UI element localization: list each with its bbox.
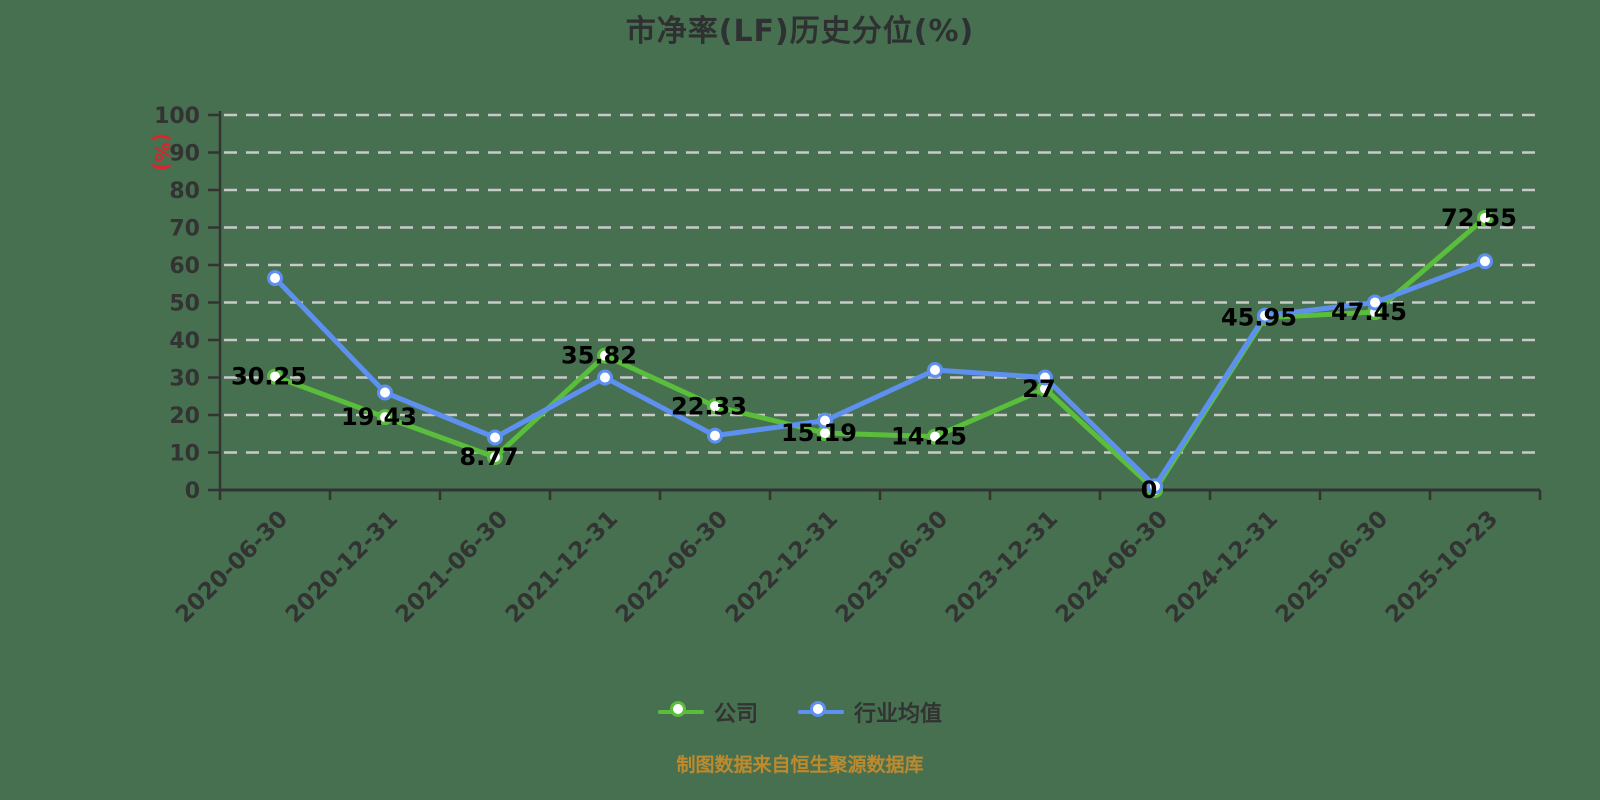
y-tick-label: 30 bbox=[169, 367, 200, 392]
company-data-point[interactable] bbox=[597, 347, 613, 364]
industry-legend-dot bbox=[810, 701, 826, 717]
company-data-point[interactable] bbox=[377, 409, 393, 426]
industry-data-point[interactable] bbox=[707, 427, 723, 444]
chart-title: 市净率(LF)历史分位(%) bbox=[625, 14, 975, 49]
company-value-label: 72.55 bbox=[1441, 204, 1517, 232]
company-legend-label: 公司 bbox=[713, 702, 758, 727]
company-value-label: 8.77 bbox=[459, 443, 518, 471]
industry-data-point[interactable] bbox=[1477, 253, 1493, 270]
data-source-note: 制图数据来自恒生聚源数据库 bbox=[676, 754, 924, 776]
x-tick-label: 2024-06-30 bbox=[1051, 506, 1173, 628]
x-tick-label: 2022-12-31 bbox=[721, 506, 843, 628]
industry-data-point[interactable] bbox=[1147, 478, 1163, 495]
company-data-point[interactable] bbox=[707, 398, 723, 415]
line-chart-canvas: 0 10 20 30 40 50 60 70 80 90 100 (%) 2020-06-302020-… bbox=[150, 104, 1542, 628]
x-tick-label: 2023-06-30 bbox=[831, 506, 953, 628]
y-tick-label: 0 bbox=[185, 479, 200, 504]
y-tick-label: 40 bbox=[169, 329, 200, 354]
x-tick-label: 2024-12-31 bbox=[1161, 506, 1283, 628]
company-data-point[interactable] bbox=[1477, 209, 1493, 226]
industry-data-point[interactable] bbox=[597, 369, 613, 386]
industry-data-point[interactable] bbox=[487, 429, 503, 446]
x-tick-label: 2021-12-31 bbox=[501, 506, 623, 628]
y-axis-unit-label: (%) bbox=[150, 133, 174, 171]
y-tick-label: 10 bbox=[169, 442, 200, 467]
industry-data-point[interactable] bbox=[927, 362, 943, 378]
industry-data-point[interactable] bbox=[1257, 307, 1273, 324]
x-tick-label: 2022-06-30 bbox=[611, 506, 733, 628]
industry-data-point[interactable] bbox=[377, 384, 393, 401]
company-value-label: 19.43 bbox=[341, 403, 417, 431]
x-tick-label: 2021-06-30 bbox=[391, 506, 513, 628]
company-value-label: 15.19 bbox=[781, 419, 857, 447]
company-data-point[interactable] bbox=[927, 428, 943, 445]
industry-data-point[interactable] bbox=[267, 270, 283, 287]
y-tick-label: 70 bbox=[169, 217, 200, 242]
company-value-label: 27 bbox=[1022, 375, 1055, 403]
gridlines bbox=[224, 113, 1540, 454]
x-tick-label: 2020-06-30 bbox=[171, 506, 293, 628]
y-tick-label: 20 bbox=[169, 404, 200, 429]
company-value-label: 35.82 bbox=[561, 342, 637, 370]
industry-legend-label: 行业均值 bbox=[854, 702, 943, 727]
industry-legend-marker-icon bbox=[798, 701, 844, 723]
x-tick-label: 2020-12-31 bbox=[281, 506, 403, 628]
y-tick-label: 60 bbox=[169, 254, 200, 279]
industry-data-point[interactable] bbox=[1037, 369, 1053, 386]
industry-series-line bbox=[272, 258, 1488, 489]
y-tick-label: 50 bbox=[169, 292, 200, 317]
industry-data-point[interactable] bbox=[1367, 294, 1383, 311]
legend-item-company[interactable]: 公司 bbox=[657, 696, 758, 728]
x-tick-label: 2023-12-31 bbox=[941, 506, 1063, 628]
company-value-label: 22.33 bbox=[671, 392, 747, 420]
company-data-point[interactable] bbox=[487, 449, 503, 466]
y-tick-label: 80 bbox=[169, 179, 200, 204]
y-tick-label: 100 bbox=[154, 104, 200, 129]
x-tick-label: 2025-10-23 bbox=[1381, 506, 1503, 628]
company-value-labels: 30.25 19.43 8.77 35.82 22.33 15.19 14.25 27 0 45.… bbox=[231, 204, 1517, 504]
company-legend-dot bbox=[669, 701, 686, 717]
legend: 公司 行业均值 bbox=[0, 696, 1600, 728]
industry-data-point[interactable] bbox=[817, 412, 833, 429]
company-legend-marker-icon bbox=[657, 701, 704, 723]
legend-item-industry-average[interactable]: 行业均值 bbox=[798, 696, 942, 728]
x-axis: 2020-06-302020-12-312021-06-302021-12-31… bbox=[171, 488, 1542, 628]
company-value-label: 0 bbox=[1141, 476, 1158, 504]
y-axis: 0 10 20 30 40 50 60 70 80 90 100 (%) bbox=[150, 104, 222, 504]
company-data-point[interactable] bbox=[267, 368, 283, 385]
company-series-line bbox=[272, 215, 1488, 493]
industry-series bbox=[267, 253, 1493, 495]
y-tick-label: 90 bbox=[169, 142, 200, 167]
company-value-label: 45.95 bbox=[1221, 304, 1297, 332]
company-value-label: 30.25 bbox=[231, 363, 307, 391]
x-tick-label: 2025-06-30 bbox=[1271, 506, 1393, 628]
company-value-label: 14.25 bbox=[891, 423, 967, 451]
company-value-label: 47.45 bbox=[1331, 298, 1407, 326]
